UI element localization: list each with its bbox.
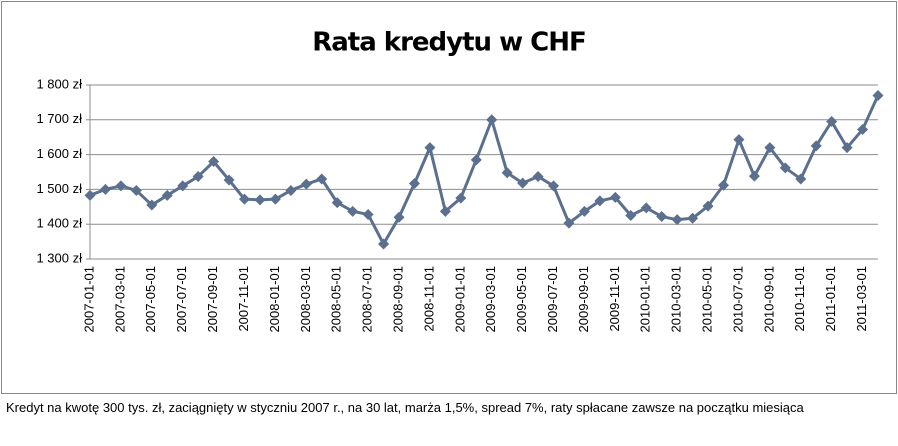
marker <box>331 197 343 209</box>
marker <box>810 140 822 152</box>
x-tick-label: 2009-05-01 <box>514 266 529 333</box>
marker <box>362 208 374 220</box>
marker <box>733 134 745 146</box>
x-tick-label: 2011-03-01 <box>854 266 869 332</box>
footnote: Kredyt na kwotę 300 tys. zł, zaciągnięty… <box>6 400 804 415</box>
marker <box>532 171 544 183</box>
marker <box>192 171 204 183</box>
x-tick-label: 2009-01-01 <box>452 266 467 333</box>
marker <box>254 194 266 206</box>
y-tick-label: 1 300 zł <box>36 250 82 265</box>
x-tick-label: 2007-11-01 <box>236 266 251 332</box>
marker <box>130 184 142 196</box>
x-tick-label: 2008-11-01 <box>421 266 436 332</box>
x-tick-label: 2008-09-01 <box>390 266 405 333</box>
marker <box>687 212 699 224</box>
marker <box>177 180 189 192</box>
marker <box>656 211 668 223</box>
x-tick-label: 2009-07-01 <box>545 266 560 333</box>
x-tick-label: 2007-09-01 <box>205 266 220 333</box>
y-tick-label: 1 400 zł <box>36 216 82 231</box>
marker <box>609 191 621 203</box>
x-tick-label: 2011-01-01 <box>823 266 838 332</box>
marker <box>223 174 235 186</box>
marker <box>208 156 220 168</box>
marker <box>486 114 498 126</box>
chart-title: Rata kredytu w CHF <box>312 28 586 58</box>
x-tick-label: 2007-03-01 <box>112 266 127 333</box>
x-tick-label: 2008-03-01 <box>298 266 313 333</box>
x-tick-label: 2010-09-01 <box>761 266 776 333</box>
marker <box>424 142 436 154</box>
x-tick-label: 2010-01-01 <box>638 266 653 333</box>
marker <box>548 180 560 192</box>
x-tick-label: 2008-07-01 <box>360 266 375 333</box>
marker <box>470 154 482 166</box>
marker <box>115 180 127 192</box>
chart-frame <box>1 1 897 394</box>
x-tick-label: 2009-11-01 <box>607 266 622 332</box>
marker <box>316 173 328 185</box>
marker <box>239 193 251 205</box>
x-tick-label: 2010-05-01 <box>699 266 714 333</box>
y-tick-label: 1 800 zł <box>36 76 82 91</box>
marker <box>717 179 729 191</box>
y-tick-label: 1 700 zł <box>36 111 82 126</box>
marker <box>393 211 405 223</box>
marker <box>872 89 884 101</box>
chart: Rata kredytu w CHF 1 300 zł 1 400 zł 1 500… <box>1 1 897 394</box>
x-tick-label: 2009-09-01 <box>576 266 591 333</box>
marker <box>594 195 606 207</box>
x-tick-label: 2007-05-01 <box>143 266 158 333</box>
x-tick-label: 2008-01-01 <box>267 266 282 333</box>
y-tick-label: 1 500 zł <box>36 181 82 196</box>
marker <box>161 189 173 201</box>
x-tick-label: 2010-11-01 <box>792 266 807 332</box>
x-tick-label: 2008-05-01 <box>329 266 344 333</box>
y-tick-label: 1 600 zł <box>36 146 82 161</box>
marker <box>671 214 683 226</box>
marker <box>563 217 575 229</box>
x-tick-label: 2010-07-01 <box>730 266 745 333</box>
marker <box>841 142 853 154</box>
marker <box>826 116 838 128</box>
marker <box>347 205 359 217</box>
marker <box>748 170 760 182</box>
marker <box>795 173 807 185</box>
marker <box>857 124 869 136</box>
series-line <box>89 94 880 246</box>
marker <box>702 200 714 212</box>
x-tick-label: 2007-01-01 <box>81 266 96 333</box>
marker <box>779 162 791 174</box>
marker <box>146 199 158 211</box>
marker <box>269 193 281 205</box>
marker <box>99 183 111 195</box>
marker <box>578 205 590 217</box>
marker <box>764 142 776 154</box>
marker <box>439 205 451 217</box>
marker <box>455 192 467 204</box>
marker <box>517 177 529 189</box>
marker <box>408 177 420 189</box>
x-tick-label: 2010-03-01 <box>669 266 684 333</box>
marker <box>625 210 637 221</box>
x-tick-label: 2007-07-01 <box>174 266 189 333</box>
marker <box>640 202 652 214</box>
marker <box>285 184 297 196</box>
marker <box>300 178 312 190</box>
marker <box>501 167 513 179</box>
x-tick-label: 2009-03-01 <box>483 266 498 333</box>
marker <box>378 238 390 250</box>
marker <box>84 189 96 201</box>
